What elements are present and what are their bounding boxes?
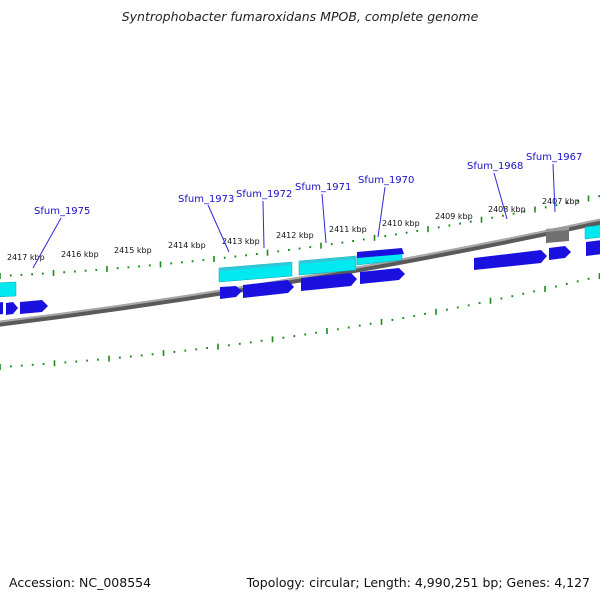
gene-block-cyan[interactable] [0,281,17,298]
scale-label-2413: 2413 kbp [222,237,260,246]
cyan-gene-track [0,224,600,298]
gene-label-sfum-1970[interactable]: Sfum_1970 [358,175,414,186]
leader-sfum-1973 [207,204,230,253]
gene-block-blue[interactable] [220,286,242,299]
scale-label-2412: 2412 kbp [276,231,314,240]
leader-sfum-1970 [377,186,386,238]
gene-labels: Sfum_1975 Sfum_1973 Sfum_1972 Sfum_1971 … [34,152,582,217]
scale-label-2411: 2411 kbp [329,225,367,234]
gene-block-blue[interactable] [6,302,18,315]
lower-scale-ticks [0,273,600,370]
leader-sfum-1968 [493,172,508,220]
gene-block-blue[interactable] [549,246,571,260]
gene-label-sfum-1967[interactable]: Sfum_1967 [526,152,582,163]
scale-label-2410: 2410 kbp [382,219,420,228]
map-title: Syntrophobacter fumaroxidans MPOB, compl… [121,9,479,24]
scale-label-2414: 2414 kbp [168,241,206,250]
leader-sfum-1972 [262,200,265,249]
scale-label-2409: 2409 kbp [435,212,473,221]
gene-block-cyan-edge [299,256,356,264]
scale-label-2416: 2416 kbp [61,250,99,259]
scale-label-2408: 2408 kbp [488,205,526,214]
accession-text: Accession: NC_008554 [9,575,152,590]
gene-block-blue[interactable] [0,302,3,315]
gene-block-blue[interactable] [243,280,294,298]
gene-block-cyan[interactable] [584,224,600,240]
gene-block-gray-edge [546,227,569,232]
gene-block-blue[interactable] [20,300,48,314]
gene-block-cyan-edge [219,262,292,271]
gene-block-blue[interactable] [360,268,405,284]
gene-label-sfum-1972[interactable]: Sfum_1972 [236,189,292,200]
scale-label-2417: 2417 kbp [7,253,45,262]
gene-block-blue[interactable] [301,273,357,291]
blue-gene-track [0,239,600,315]
scale-labels: 2417 kbp 2416 kbp 2415 kbp 2414 kbp 2413… [7,197,580,262]
genome-backbone-highlight [0,218,600,323]
gene-label-sfum-1973[interactable]: Sfum_1973 [178,194,234,205]
label-leaders [32,163,556,269]
leader-sfum-1971 [321,193,327,244]
gene-block-blue[interactable] [586,239,600,256]
leader-sfum-1967 [552,163,556,213]
gene-block-blue[interactable] [357,248,404,258]
gene-label-sfum-1975[interactable]: Sfum_1975 [34,206,90,217]
gene-label-sfum-1968[interactable]: Sfum_1968 [467,161,523,172]
leader-sfum-1975 [32,217,62,269]
scale-label-2415: 2415 kbp [114,246,152,255]
genome-summary-text: Topology: circular; Length: 4,990,251 bp… [246,575,590,590]
gene-block-blue[interactable] [474,250,547,270]
gene-label-sfum-1971[interactable]: Sfum_1971 [295,182,351,193]
upper-scale-ticks [0,195,600,279]
scale-label-2407: 2407 kbp [542,197,580,206]
